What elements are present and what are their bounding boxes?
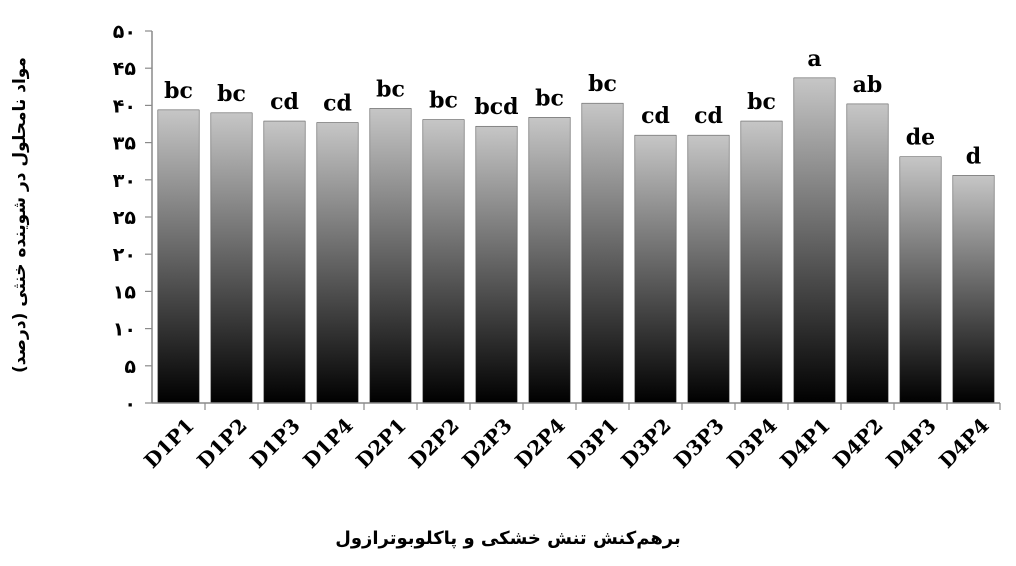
y-tick-label: ۳۰: [113, 170, 136, 192]
bar-D1P2: [210, 112, 253, 404]
bar-D1P1: [157, 109, 200, 404]
x-tick-label: D3P1: [563, 413, 623, 473]
x-tick-label: D1P4: [298, 413, 358, 473]
x-tick-label: D2P4: [510, 413, 570, 473]
bar-annotation: cd: [694, 103, 723, 129]
x-tick-label: D2P1: [351, 413, 411, 473]
bar-D4P4: [952, 175, 995, 404]
x-tick-label: D1P3: [245, 413, 305, 473]
bar-annotation: bc: [164, 78, 193, 104]
y-tick-label: ۲۰: [113, 244, 136, 266]
x-tick-label: D4P3: [881, 413, 941, 473]
y-tick-label: ۵۰: [113, 21, 136, 43]
y-tick-label: ۴۵: [113, 58, 137, 80]
bar-annotation: cd: [641, 103, 670, 129]
y-tick-label: ۳۵: [113, 133, 137, 155]
x-axis-title: برهم‌کنش تنش خشکی و پاکلوبوترازول: [335, 528, 681, 549]
x-tick-label: D4P2: [828, 413, 888, 473]
x-tick-label: D4P1: [775, 413, 835, 473]
bar-D2P2: [422, 119, 465, 404]
bar-D3P3: [687, 134, 730, 404]
y-axis-title: مواد نامحلول در شوینده خنثی (درصد): [10, 57, 30, 373]
bar-annotation: bc: [217, 81, 246, 107]
bar-D2P3: [475, 125, 518, 404]
bar-annotation: bc: [535, 85, 564, 111]
bar-annotation: bc: [588, 71, 617, 97]
bar-annotation: a: [807, 46, 821, 72]
x-tick-label: D2P2: [404, 413, 464, 473]
bar-D4P3: [899, 156, 942, 404]
bar-D1P4: [316, 122, 359, 404]
y-tick-label: ۱۵: [113, 281, 137, 303]
bar-D2P1: [369, 108, 412, 404]
x-tick-label: D1P2: [192, 413, 252, 473]
x-tick-label: D4P4: [934, 413, 994, 473]
bars-group: [157, 77, 995, 404]
bar-annotation: ab: [853, 72, 883, 98]
bar-annotation: d: [966, 143, 981, 169]
x-tick-label: D1P1: [139, 413, 199, 473]
x-ticks-group: D1P1D1P2D1P3D1P4D2P1D2P2D2P3D2P4D3P1D3P2…: [139, 403, 1001, 473]
y-tick-label: ۱۰: [113, 319, 136, 341]
x-tick-label: D3P3: [669, 413, 729, 473]
y-tick-label: ۰: [124, 393, 136, 415]
y-ticks-group: ۰ ۵ ۱۰ ۱۵ ۲۰ ۲۵ ۳۰ ۳۵ ۴۰ ۴۵ ۵۰: [113, 21, 152, 415]
bar-annotation: bcd: [474, 94, 518, 120]
bar-D3P2: [634, 134, 677, 404]
y-tick-label: ۵: [124, 356, 136, 378]
bar-annotation: bc: [429, 88, 458, 114]
bar-D1P3: [263, 120, 306, 404]
bar-D4P2: [846, 103, 889, 404]
y-tick-label: ۴۰: [113, 95, 136, 117]
x-tick-label: D3P4: [722, 413, 782, 473]
y-axis-title-container: مواد نامحلول در شوینده خنثی (درصد): [0, 0, 40, 410]
y-tick-label: ۲۵: [113, 207, 137, 229]
x-tick-label: D3P2: [616, 413, 676, 473]
bar-D2P4: [528, 117, 571, 404]
bar-annotation: cd: [270, 89, 299, 115]
bar-annotation: de: [906, 125, 935, 151]
bar-D3P1: [581, 102, 624, 404]
bar-D4P1: [793, 77, 836, 404]
bar-annotation: bc: [747, 89, 776, 115]
bar-D3P4: [740, 120, 783, 404]
bar-annotation: cd: [323, 91, 352, 117]
x-tick-label: D2P3: [457, 413, 517, 473]
bar-annotation: bc: [376, 76, 405, 102]
